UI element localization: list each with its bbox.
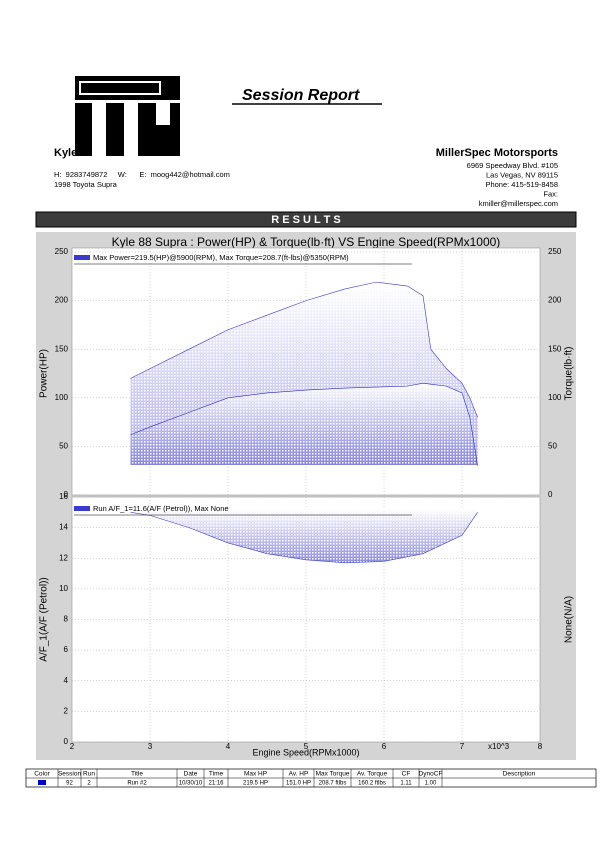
- color-swatch: [38, 780, 46, 785]
- y-tick-label: 12: [59, 553, 68, 562]
- x-tick-label: 6: [382, 742, 387, 751]
- table-cell: 219.5 HP: [243, 781, 268, 787]
- legend: Run A/F_1=11.6(A/F (Petrol)), Max None: [93, 504, 229, 513]
- address-line: Phone: 415-519-8458: [485, 180, 558, 189]
- y2-tick-label: 150: [548, 344, 562, 353]
- y-tick-label: 4: [64, 676, 69, 685]
- address-line: Las Vegas, NV 89115: [486, 170, 558, 179]
- table-header: DynoCF: [419, 771, 443, 778]
- y-tick-label: 100: [55, 393, 69, 402]
- line: [130, 512, 478, 564]
- table-header: Date: [184, 771, 198, 778]
- address-line: kmiller@millerspec.com: [479, 199, 558, 208]
- table-header: Time: [209, 771, 224, 778]
- x-axis-label: Engine Speed(RPMx1000): [252, 747, 359, 757]
- x-tick-label: 3: [148, 742, 153, 751]
- y-tick-label: 200: [55, 296, 69, 305]
- table-header: Title: [131, 771, 143, 778]
- table-cell: 92: [66, 781, 73, 787]
- y-tick-label: 16: [59, 492, 68, 501]
- legend-swatch: [74, 255, 90, 260]
- x-tick-label: 8: [538, 742, 543, 751]
- table-cell: 1.11: [400, 781, 412, 787]
- y2-tick-label: 200: [548, 296, 562, 305]
- section: R E S U L T S: [271, 214, 340, 226]
- customer: Kyle: [54, 147, 77, 159]
- vehicle: 1998 Toyota Supra: [54, 180, 118, 189]
- area-dither: [130, 509, 478, 563]
- address-line: Fax:: [543, 189, 558, 198]
- y2-tick-label: 100: [548, 393, 562, 402]
- table-header: Av. HP: [289, 771, 309, 778]
- y-tick-label: 0: [64, 490, 69, 499]
- table-cell: 208.7 ftlbs: [319, 781, 347, 787]
- x-tick-label: 2: [70, 742, 75, 751]
- y2-tick-label: 250: [548, 247, 562, 256]
- y-tick-label: 250: [55, 247, 69, 256]
- table-header: Run: [83, 771, 95, 778]
- table-cell: 1.00: [425, 781, 437, 787]
- y-tick-label: 0: [64, 737, 69, 746]
- table-cell: 151.0 HP: [286, 781, 311, 787]
- contact: H: 9283749872 W: E: moog442@hotmail.com: [54, 170, 230, 179]
- y-tick-label: 150: [55, 344, 69, 353]
- y2-axis-label: Torque(lb·ft): [564, 347, 575, 401]
- legend: Max Power=219.5(HP)@5900(RPM), Max Torqu…: [93, 253, 349, 262]
- chart-title: Kyle 88 Supra : Power(HP) & Torque(lb·ft…: [112, 235, 501, 249]
- y-tick-label: 2: [64, 706, 69, 715]
- logo: [75, 76, 180, 156]
- y2-tick-label: 50: [548, 442, 557, 451]
- y-tick-label: 8: [64, 615, 69, 624]
- table-header: Session: [58, 771, 82, 778]
- table-cell: 160.2 ftlbs: [358, 781, 386, 787]
- x-unit: x10^3: [488, 742, 510, 751]
- area-dither: [130, 383, 478, 466]
- y2-axis-label: None(N/A): [564, 596, 575, 643]
- x-tick-label: 5: [304, 742, 309, 751]
- y-axis-label: A/F_1(A/F (Petrol)): [39, 577, 50, 661]
- table-header: Max HP: [244, 771, 267, 778]
- table-header: Color: [34, 771, 50, 778]
- y-axis-label: Power(HP): [39, 349, 50, 398]
- address-line: 6969 Speedway Blvd. #105: [467, 161, 558, 170]
- table-header: Description: [503, 771, 536, 778]
- y-tick-label: 10: [59, 584, 68, 593]
- title: Session Report: [242, 87, 360, 104]
- y-tick-label: 14: [59, 523, 68, 532]
- table-cell: 10/30/10: [179, 781, 203, 787]
- x-tick-label: 7: [460, 742, 465, 751]
- table-cell: Run #2: [127, 781, 147, 787]
- y2-tick-label: 0: [548, 490, 553, 499]
- x-tick-label: 4: [226, 742, 231, 751]
- company: MillerSpec Motorsports: [436, 147, 558, 159]
- table-header: CF: [402, 771, 411, 778]
- table-cell: 21:16: [208, 781, 224, 787]
- y-tick-label: 6: [64, 645, 69, 654]
- table-header: Max Torque: [316, 771, 350, 778]
- legend-swatch: [74, 506, 90, 511]
- line: [130, 382, 478, 466]
- table-cell: 2: [87, 781, 91, 787]
- line: [130, 281, 478, 418]
- table-header: Av. Torque: [357, 771, 388, 778]
- y-tick-label: 50: [59, 442, 68, 451]
